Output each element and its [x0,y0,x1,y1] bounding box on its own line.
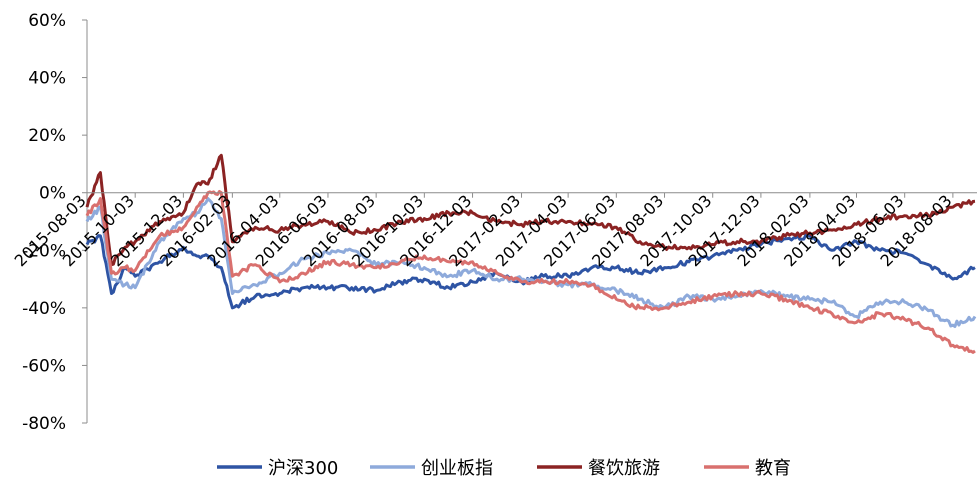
legend: 沪深300 创业板指 餐饮旅游 教育 [217,458,791,479]
series-line-4 [85,190,976,354]
legend-label: 餐饮旅游 [588,458,660,479]
series-lines [85,153,977,354]
legend-label: 教育 [755,458,791,479]
y-tick-label: -80% [22,414,66,434]
x-axis: 2015-08-032015-10-032015-12-032016-02-03… [11,191,977,270]
y-tick-label: -40% [22,299,66,319]
y-tick-label: 20% [28,126,66,146]
series-line-2 [85,197,977,328]
y-axis: 60% 40% 20% 0% -20% -40% -60% -80% [22,11,88,434]
series-line-3 [85,153,976,267]
legend-label: 沪深300 [268,458,338,479]
y-tick-label: -20% [22,241,66,261]
legend-label: 创业板指 [421,458,493,479]
y-tick-label: 60% [28,11,66,31]
y-tick-label: 40% [28,69,66,89]
y-tick-label: 0% [39,184,66,204]
y-tick-label: -60% [22,356,66,376]
